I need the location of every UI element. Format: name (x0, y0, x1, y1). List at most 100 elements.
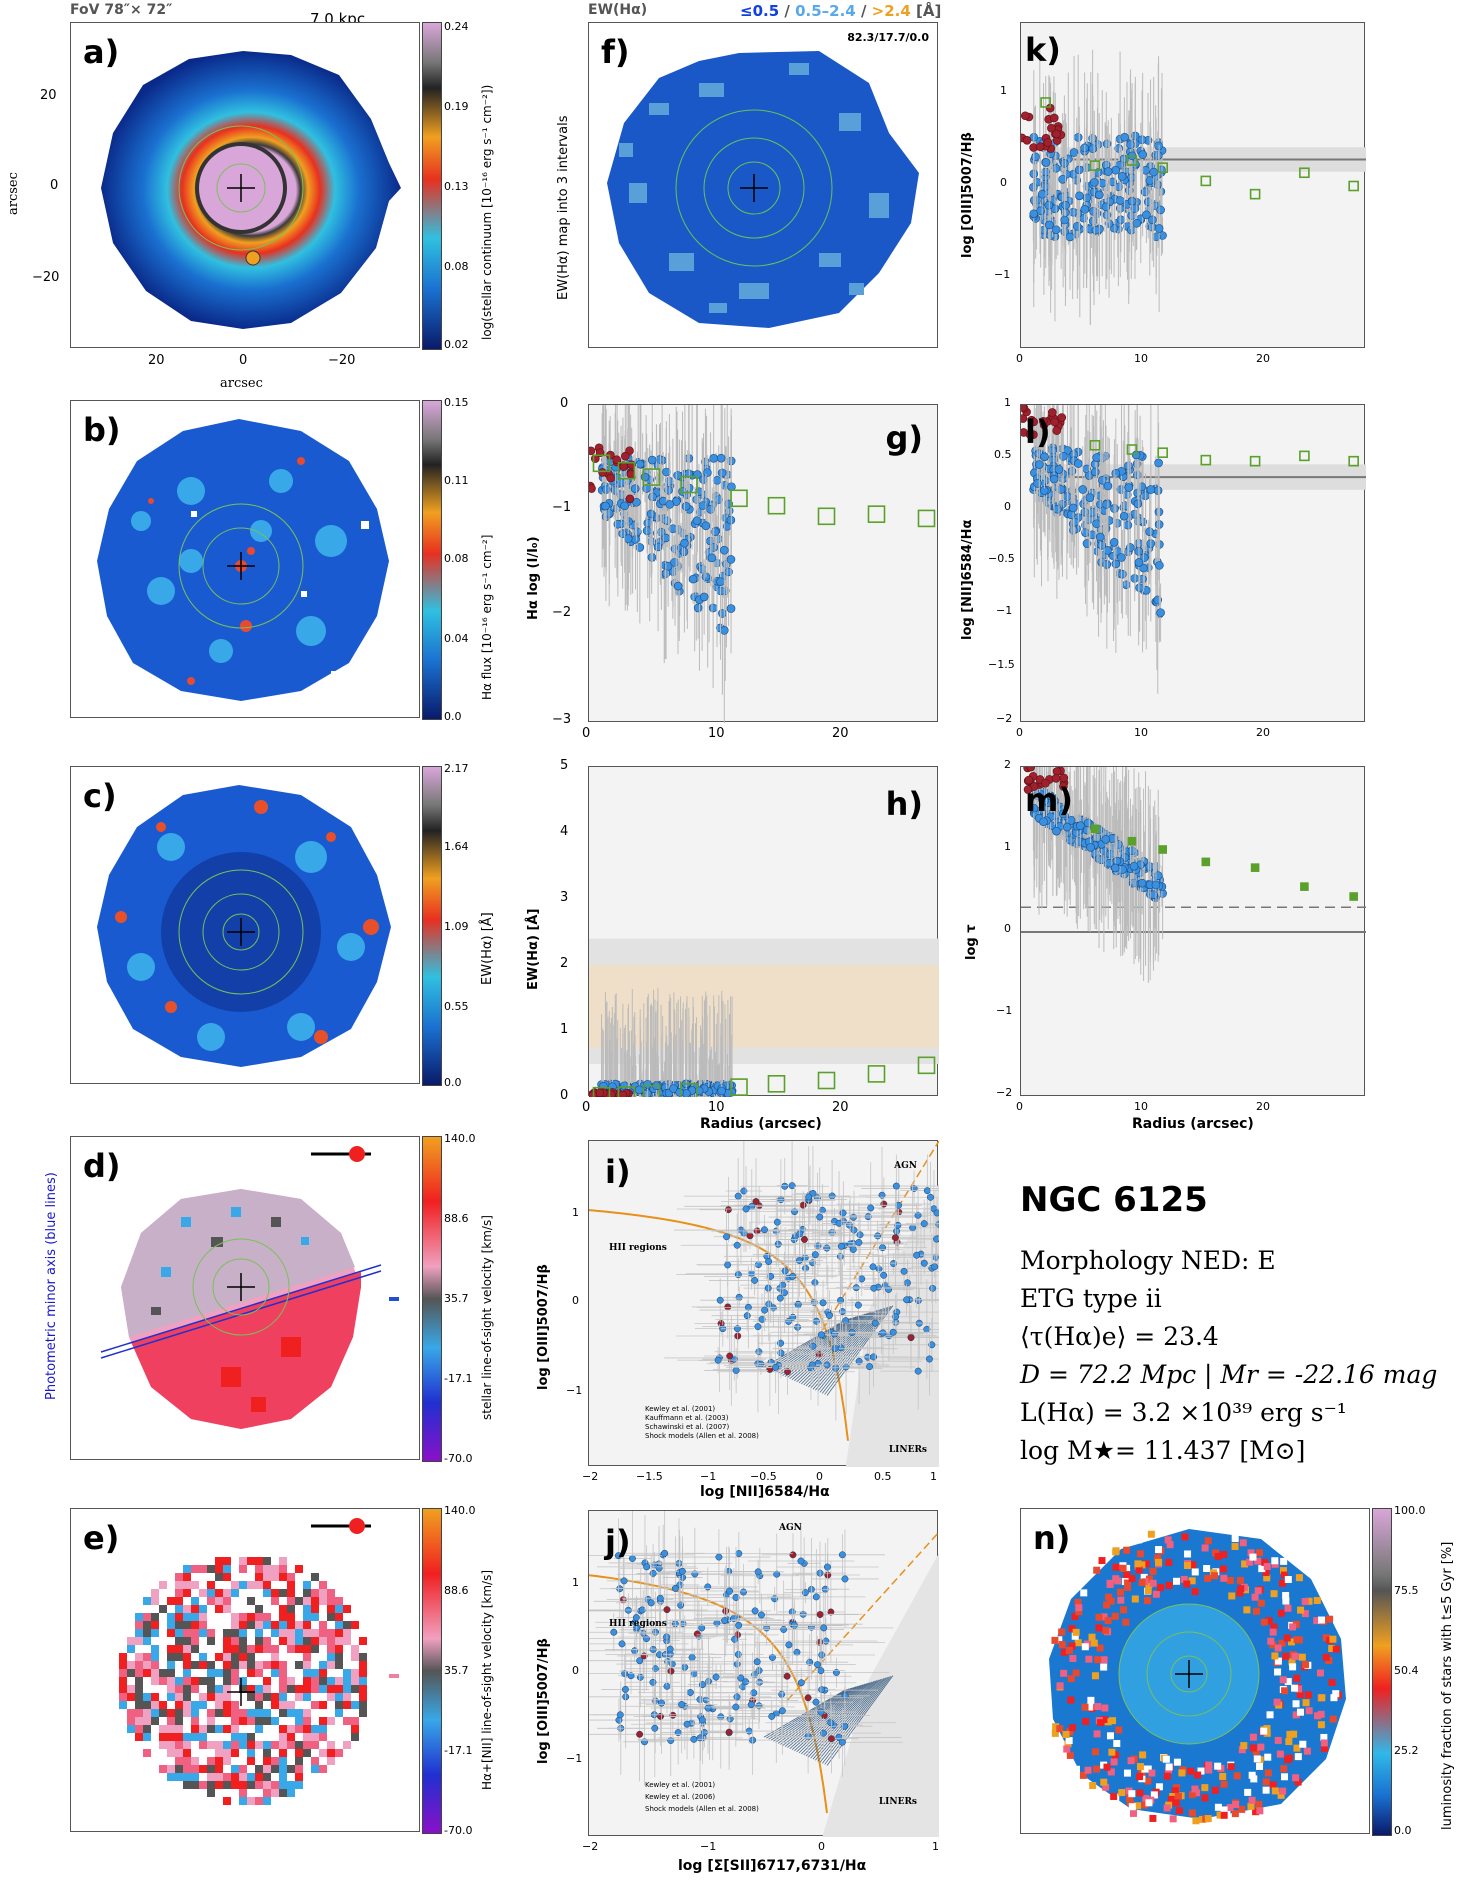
velocity-pixel (175, 1773, 183, 1781)
fraction-pixel (1271, 1787, 1279, 1795)
fraction-pixel (1293, 1744, 1301, 1752)
velocity-pixel (263, 1613, 271, 1621)
velocity-pixel (239, 1565, 247, 1573)
velocity-pixel (191, 1773, 199, 1781)
velocity-pixel (351, 1661, 359, 1669)
velocity-pixel (151, 1741, 159, 1749)
data-point (699, 1681, 706, 1689)
g-ytick: −3 (552, 712, 572, 727)
velocity-pixel (279, 1789, 287, 1797)
velocity-pixel (303, 1581, 311, 1589)
data-point (754, 1323, 762, 1331)
fraction-pixel (1145, 1581, 1153, 1589)
data-point (824, 1563, 831, 1571)
velocity-pixel (207, 1757, 215, 1765)
median-square (730, 489, 748, 508)
colorbar-a (422, 22, 442, 350)
data-point (850, 1226, 858, 1234)
velocity-pixel (167, 1613, 175, 1621)
velocity-pixel (247, 1621, 255, 1629)
data-point (1105, 849, 1115, 859)
velocity-pixel (151, 1685, 159, 1693)
velocity-pixel (119, 1653, 127, 1661)
l-xtick: 0 (1016, 726, 1023, 739)
data-point (827, 1719, 835, 1727)
data-point (690, 1735, 698, 1743)
shock-model-grid (805, 1680, 878, 1757)
panel-g-plot: g) (588, 404, 938, 723)
cb-tick: -17.1 (444, 1744, 473, 1757)
data-point (737, 1674, 745, 1682)
velocity-pixel (183, 1565, 191, 1573)
fraction-pixel (1163, 1772, 1171, 1780)
velocity-pixel (143, 1677, 151, 1685)
velocity-pixel (263, 1581, 271, 1589)
velocity-pixel (167, 1709, 175, 1717)
velocity-pixel (343, 1645, 351, 1653)
panel-g-label: g) (885, 419, 923, 457)
fraction-pixel (1238, 1805, 1246, 1813)
data-point (796, 1230, 804, 1238)
fraction-pixel (1063, 1745, 1071, 1753)
fraction-pixel (1066, 1751, 1074, 1759)
shock-model-grid (773, 1687, 853, 1742)
velocity-pixel (151, 1709, 159, 1717)
median-square (1200, 454, 1212, 466)
velocity-pixel (167, 1685, 175, 1693)
fraction-pixel (1313, 1597, 1321, 1605)
g-ytick: 0 (560, 396, 569, 411)
data-point (769, 1304, 777, 1312)
velocity-pixel (295, 1661, 303, 1669)
fraction-pixel (1232, 1800, 1240, 1808)
median-square (1349, 892, 1358, 901)
velocity-pixel (319, 1629, 327, 1637)
fraction-pixel (1127, 1757, 1135, 1765)
data-point (746, 1232, 754, 1240)
velocity-pixel (191, 1605, 199, 1613)
velocity-pixel (135, 1669, 143, 1677)
velocity-pixel (271, 1597, 279, 1605)
data-point (663, 1633, 670, 1641)
velocity-pixel (247, 1629, 255, 1637)
j-xlabel: log [Σ[SII]6717,6731/Hα (678, 1858, 867, 1874)
fraction-pixel (1249, 1744, 1257, 1752)
fraction-pixel (1226, 1576, 1234, 1584)
velocity-pixel (231, 1725, 239, 1733)
fraction-pixel (1126, 1799, 1134, 1807)
cb-tick: 1.64 (444, 840, 469, 853)
velocity-pixel (263, 1677, 271, 1685)
fraction-pixel (1320, 1739, 1328, 1747)
fraction-pixel (1123, 1564, 1131, 1572)
data-point (831, 1330, 838, 1338)
data-point (1054, 465, 1064, 474)
velocity-pixel (215, 1637, 223, 1645)
velocity-pixel (311, 1589, 319, 1597)
velocity-pixel (319, 1741, 327, 1749)
data-point (724, 1303, 732, 1311)
i-agn-label: AGN (894, 1161, 917, 1171)
velocity-pixel (231, 1797, 239, 1805)
velocity-pixel (343, 1717, 351, 1725)
fraction-pixel (1093, 1730, 1101, 1738)
panel-c-map: c) (70, 766, 420, 1084)
velocity-pixel (311, 1685, 319, 1693)
fraction-pixel (1058, 1628, 1066, 1636)
fraction-pixel (1072, 1669, 1080, 1677)
velocity-pixel (303, 1613, 311, 1621)
data-point (1060, 159, 1069, 168)
velocity-pixel (191, 1749, 199, 1757)
velocity-pixel (151, 1661, 159, 1669)
velocity-pixel (247, 1733, 255, 1741)
velocity-pixel (199, 1637, 207, 1645)
velocity-pixel (239, 1789, 247, 1797)
velocity-pixel (143, 1613, 151, 1621)
velocity-pixel (247, 1581, 255, 1589)
velocity-pixel (319, 1637, 327, 1645)
data-point (870, 1353, 878, 1361)
panel-f-label: f) (601, 33, 630, 71)
fraction-pixel (1150, 1791, 1158, 1799)
fraction-pixel (1284, 1678, 1292, 1686)
data-point (693, 1630, 701, 1638)
velocity-pixel (319, 1661, 327, 1669)
velocity-pixel (175, 1693, 183, 1701)
